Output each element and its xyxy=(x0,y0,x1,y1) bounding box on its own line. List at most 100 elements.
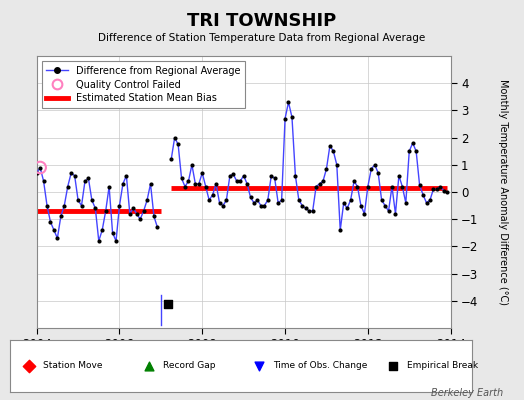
Text: Difference of Station Temperature Data from Regional Average: Difference of Station Temperature Data f… xyxy=(99,33,425,43)
Point xyxy=(291,172,300,179)
Point xyxy=(340,200,348,206)
Point xyxy=(184,178,193,184)
Point xyxy=(285,99,293,106)
Point xyxy=(229,171,237,178)
Point xyxy=(181,183,189,190)
Point xyxy=(370,162,379,168)
Point xyxy=(360,210,368,217)
Point xyxy=(398,183,407,190)
Point xyxy=(198,170,206,176)
Point xyxy=(146,181,155,187)
Y-axis label: Monthly Temperature Anomaly Difference (°C): Monthly Temperature Anomaly Difference (… xyxy=(498,79,508,305)
Point xyxy=(136,216,145,222)
Point xyxy=(67,170,75,176)
Point xyxy=(243,181,252,187)
Point xyxy=(305,208,313,214)
Point xyxy=(150,213,158,220)
Point xyxy=(233,178,241,184)
Point xyxy=(219,202,227,209)
Point xyxy=(84,175,93,182)
Point xyxy=(381,202,389,209)
Point xyxy=(222,197,231,203)
Point xyxy=(395,172,403,179)
Point xyxy=(246,194,255,201)
Point xyxy=(412,148,420,154)
Point xyxy=(389,363,397,369)
Point xyxy=(212,181,220,187)
Point xyxy=(39,178,48,184)
Point xyxy=(405,148,413,154)
Point xyxy=(336,227,344,233)
Point xyxy=(255,363,264,369)
Point xyxy=(326,142,334,149)
Point xyxy=(102,208,110,214)
Point xyxy=(329,148,337,154)
Point xyxy=(46,219,54,225)
Point xyxy=(322,166,331,172)
Point xyxy=(236,178,244,184)
Point xyxy=(119,181,127,187)
Point xyxy=(60,202,69,209)
Point xyxy=(270,175,279,182)
Point xyxy=(364,183,372,190)
Point xyxy=(174,141,182,148)
Point xyxy=(50,227,58,233)
Point xyxy=(385,208,393,214)
Point xyxy=(391,210,400,217)
Point xyxy=(257,202,265,209)
Point xyxy=(426,197,434,203)
Point xyxy=(32,170,41,176)
Point xyxy=(112,238,120,244)
Point xyxy=(281,115,289,122)
Point xyxy=(25,363,33,369)
Point xyxy=(315,181,324,187)
Point xyxy=(88,197,96,203)
Point xyxy=(143,197,151,203)
Point xyxy=(433,186,441,192)
Text: TRI TOWNSHIP: TRI TOWNSHIP xyxy=(188,12,336,30)
Point xyxy=(350,178,358,184)
Point xyxy=(429,186,438,192)
Point xyxy=(409,140,417,146)
Point xyxy=(353,183,362,190)
Point xyxy=(440,188,448,194)
Text: Station Move: Station Move xyxy=(43,362,102,370)
Point xyxy=(250,200,258,206)
Point xyxy=(163,300,172,307)
Point xyxy=(267,172,276,179)
Point xyxy=(309,208,317,214)
Point xyxy=(388,183,396,190)
Point xyxy=(294,197,303,203)
Point xyxy=(36,164,45,171)
Point xyxy=(115,202,124,209)
Point xyxy=(95,238,103,244)
Point xyxy=(302,205,310,212)
Point xyxy=(126,210,134,217)
Point xyxy=(436,183,444,190)
Point xyxy=(253,197,261,203)
Point xyxy=(91,205,100,212)
Point xyxy=(57,213,65,220)
Point xyxy=(260,202,269,209)
Point xyxy=(346,197,355,203)
Point xyxy=(377,197,386,203)
Point xyxy=(274,200,282,206)
Point xyxy=(139,208,148,214)
Point xyxy=(188,162,196,168)
Point xyxy=(312,183,320,190)
Text: Record Gap: Record Gap xyxy=(162,362,215,370)
Point xyxy=(443,189,451,195)
Point xyxy=(194,181,203,187)
Point xyxy=(170,134,179,141)
Point xyxy=(43,202,51,209)
Point xyxy=(191,181,200,187)
Point xyxy=(105,183,113,190)
Point xyxy=(81,178,89,184)
Point xyxy=(167,156,176,162)
Point xyxy=(70,172,79,179)
Point xyxy=(205,197,213,203)
Point xyxy=(374,170,383,176)
Point xyxy=(215,200,224,206)
Point xyxy=(78,202,86,209)
Text: Berkeley Earth: Berkeley Earth xyxy=(431,388,503,398)
